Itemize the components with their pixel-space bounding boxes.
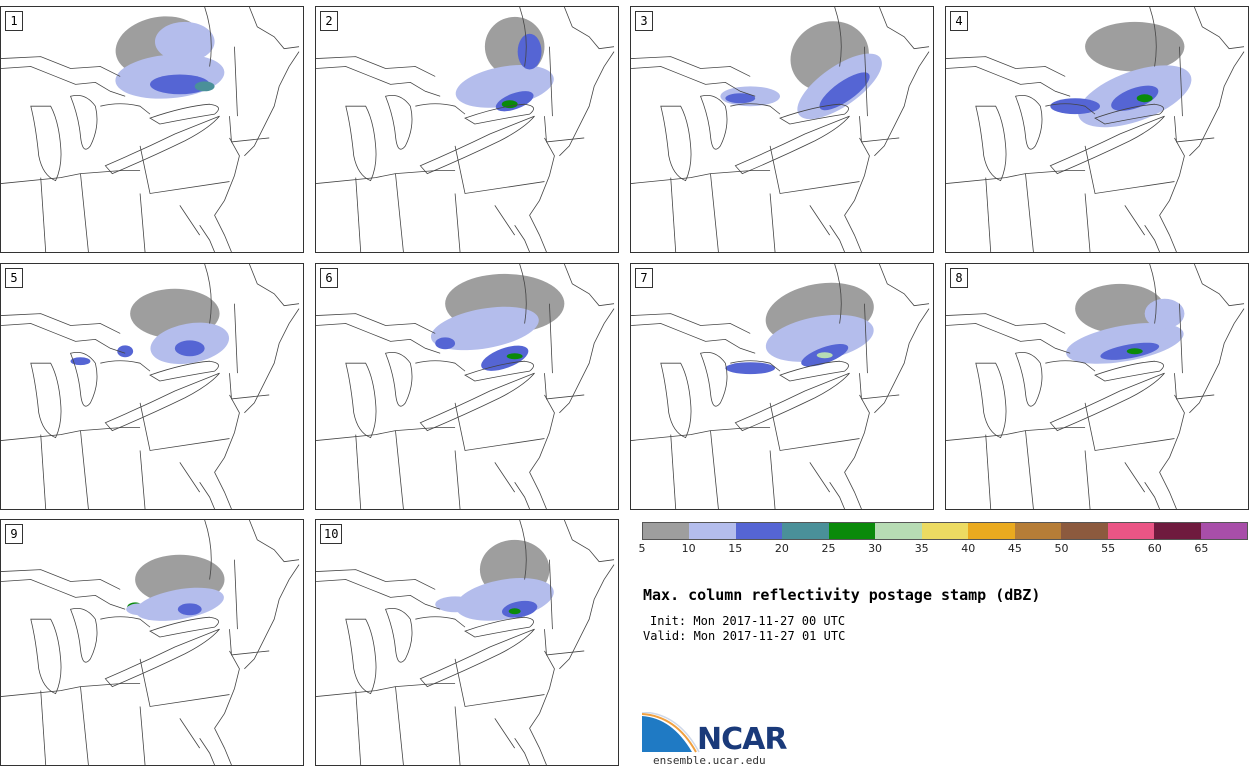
colorbar-tick-label: 65 bbox=[1194, 542, 1209, 555]
colorbar-tick-label: 20 bbox=[774, 542, 789, 555]
init-time: Init: Mon 2017-11-27 00 UTC bbox=[650, 614, 846, 628]
member-number-label: 7 bbox=[635, 268, 653, 288]
reflectivity-map bbox=[631, 7, 930, 252]
colorbar-segment bbox=[921, 523, 969, 539]
colorbar-segment bbox=[1014, 523, 1062, 539]
reflectivity-map bbox=[946, 7, 1245, 252]
ncar-logo-icon bbox=[642, 712, 700, 753]
ensemble-member-panel-3: 3 bbox=[630, 6, 934, 253]
ensemble-member-panel-10: 10 bbox=[315, 519, 619, 766]
colorbar-segment bbox=[1061, 523, 1108, 539]
colorbar-tick-label: 55 bbox=[1101, 542, 1116, 555]
ensemble-member-panel-9: 9 bbox=[0, 519, 304, 766]
member-number-label: 2 bbox=[320, 11, 338, 31]
ensemble-member-panel-1: 1 bbox=[0, 6, 304, 253]
colorbar-segment bbox=[643, 523, 690, 539]
colorbar-segment bbox=[1107, 523, 1155, 539]
member-number-label: 4 bbox=[950, 11, 968, 31]
colorbar-tick-label: 60 bbox=[1147, 542, 1162, 555]
reflectivity-map bbox=[946, 264, 1245, 509]
colorbar-labels: 5 10 15 20 25 30 35 40 45 50 55 60 65 bbox=[638, 542, 1248, 556]
plot-title: Max. column reflectivity postage stamp (… bbox=[643, 586, 1041, 604]
member-number-label: 3 bbox=[635, 11, 653, 31]
reflectivity-colorbar bbox=[642, 522, 1248, 540]
reflectivity-map bbox=[1, 520, 300, 765]
colorbar-tick-label: 40 bbox=[961, 542, 976, 555]
colorbar-tick-label: 15 bbox=[728, 542, 743, 555]
ensemble-member-panel-2: 2 bbox=[315, 6, 619, 253]
ensemble-member-panel-7: 7 bbox=[630, 263, 934, 510]
colorbar-segment bbox=[735, 523, 783, 539]
reflectivity-map bbox=[316, 7, 615, 252]
ncar-url: ensemble.ucar.edu bbox=[653, 754, 766, 767]
ncar-logo-text: NCAR bbox=[697, 722, 787, 757]
reflectivity-map bbox=[316, 520, 615, 765]
colorbar-tick-label: 30 bbox=[868, 542, 883, 555]
colorbar-tick-label: 5 bbox=[638, 542, 646, 555]
reflectivity-map bbox=[1, 7, 300, 252]
colorbar-segment bbox=[875, 523, 922, 539]
member-number-label: 5 bbox=[5, 268, 23, 288]
reflectivity-map bbox=[1, 264, 300, 509]
colorbar-segment bbox=[1154, 523, 1201, 539]
member-number-label: 9 bbox=[5, 524, 23, 544]
member-number-label: 8 bbox=[950, 268, 968, 288]
ensemble-member-panel-5: 5 bbox=[0, 263, 304, 510]
ensemble-member-panel-6: 6 bbox=[315, 263, 619, 510]
colorbar-segment bbox=[828, 523, 876, 539]
valid-time: Valid: Mon 2017-11-27 01 UTC bbox=[643, 629, 846, 643]
member-number-label: 1 bbox=[5, 11, 23, 31]
colorbar-segment bbox=[782, 523, 829, 539]
colorbar-tick-label: 35 bbox=[914, 542, 929, 555]
colorbar-segment bbox=[689, 523, 736, 539]
colorbar-segment bbox=[1200, 523, 1248, 539]
member-number-label: 10 bbox=[320, 524, 343, 544]
ensemble-member-panel-8: 8 bbox=[945, 263, 1249, 510]
member-number-label: 6 bbox=[320, 268, 338, 288]
reflectivity-map bbox=[316, 264, 615, 509]
colorbar-segment bbox=[968, 523, 1015, 539]
colorbar-tick-label: 45 bbox=[1007, 542, 1022, 555]
colorbar-tick-label: 10 bbox=[681, 542, 696, 555]
reflectivity-map bbox=[631, 264, 930, 509]
ensemble-member-panel-4: 4 bbox=[945, 6, 1249, 253]
colorbar-tick-label: 25 bbox=[821, 542, 836, 555]
colorbar-tick-label: 50 bbox=[1054, 542, 1069, 555]
